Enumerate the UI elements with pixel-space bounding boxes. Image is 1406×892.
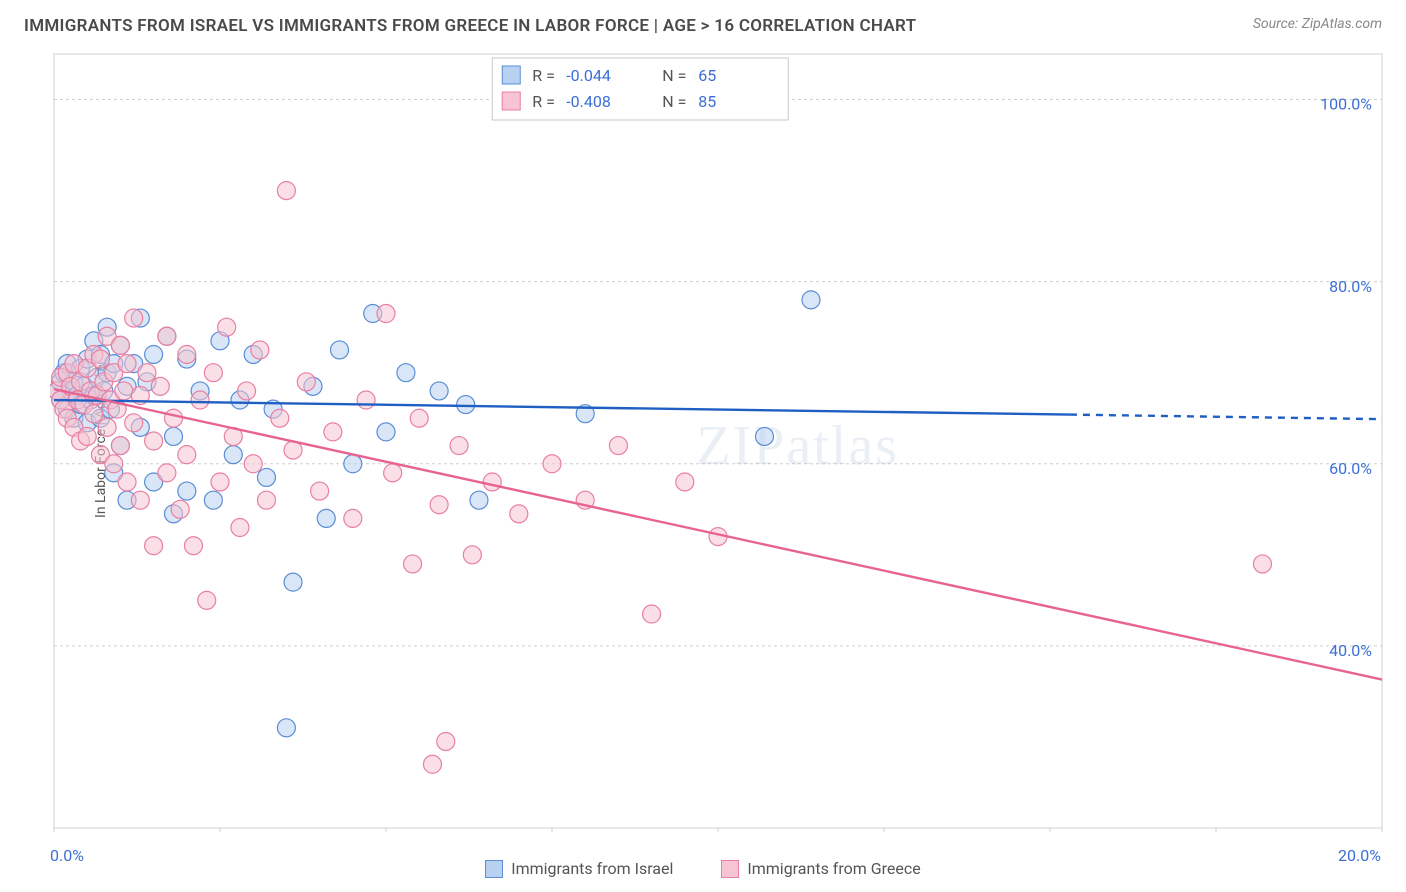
svg-text:-0.044: -0.044 [566, 66, 611, 85]
svg-text:85: 85 [698, 92, 716, 111]
legend-swatch-icon [485, 860, 503, 878]
legend: Immigrants from Israel Immigrants from G… [0, 859, 1406, 878]
svg-text:65: 65 [698, 66, 716, 85]
svg-text:ZIPatlas: ZIPatlas [696, 415, 899, 477]
chart-title: IMMIGRANTS FROM ISRAEL VS IMMIGRANTS FRO… [24, 16, 916, 36]
svg-text:-0.408: -0.408 [566, 92, 611, 111]
legend-label: Immigrants from Greece [747, 859, 920, 878]
svg-text:N =: N = [662, 92, 686, 111]
svg-text:100.0%: 100.0% [1320, 95, 1372, 114]
chart-source: Source: ZipAtlas.com [1253, 16, 1382, 32]
svg-text:60.0%: 60.0% [1329, 459, 1372, 478]
scatter-chart-svg: 40.0% 60.0% 80.0% 100.0% ZIPatlas R = -0.044 N … [50, 50, 1386, 832]
legend-label: Immigrants from Israel [511, 859, 673, 878]
legend-swatch-icon [721, 860, 739, 878]
svg-text:N =: N = [662, 66, 686, 85]
svg-text:R =: R = [532, 92, 555, 111]
svg-text:80.0%: 80.0% [1329, 277, 1372, 296]
chart-area: In Labor Force | Age > 16 40.0%60.0%80.0… [50, 50, 1386, 832]
svg-text:40.0%: 40.0% [1329, 641, 1372, 660]
svg-text:R =: R = [532, 66, 555, 85]
legend-item-israel: Immigrants from Israel [485, 859, 673, 878]
legend-item-greece: Immigrants from Greece [721, 859, 920, 878]
chart-header: IMMIGRANTS FROM ISRAEL VS IMMIGRANTS FRO… [0, 0, 1406, 40]
